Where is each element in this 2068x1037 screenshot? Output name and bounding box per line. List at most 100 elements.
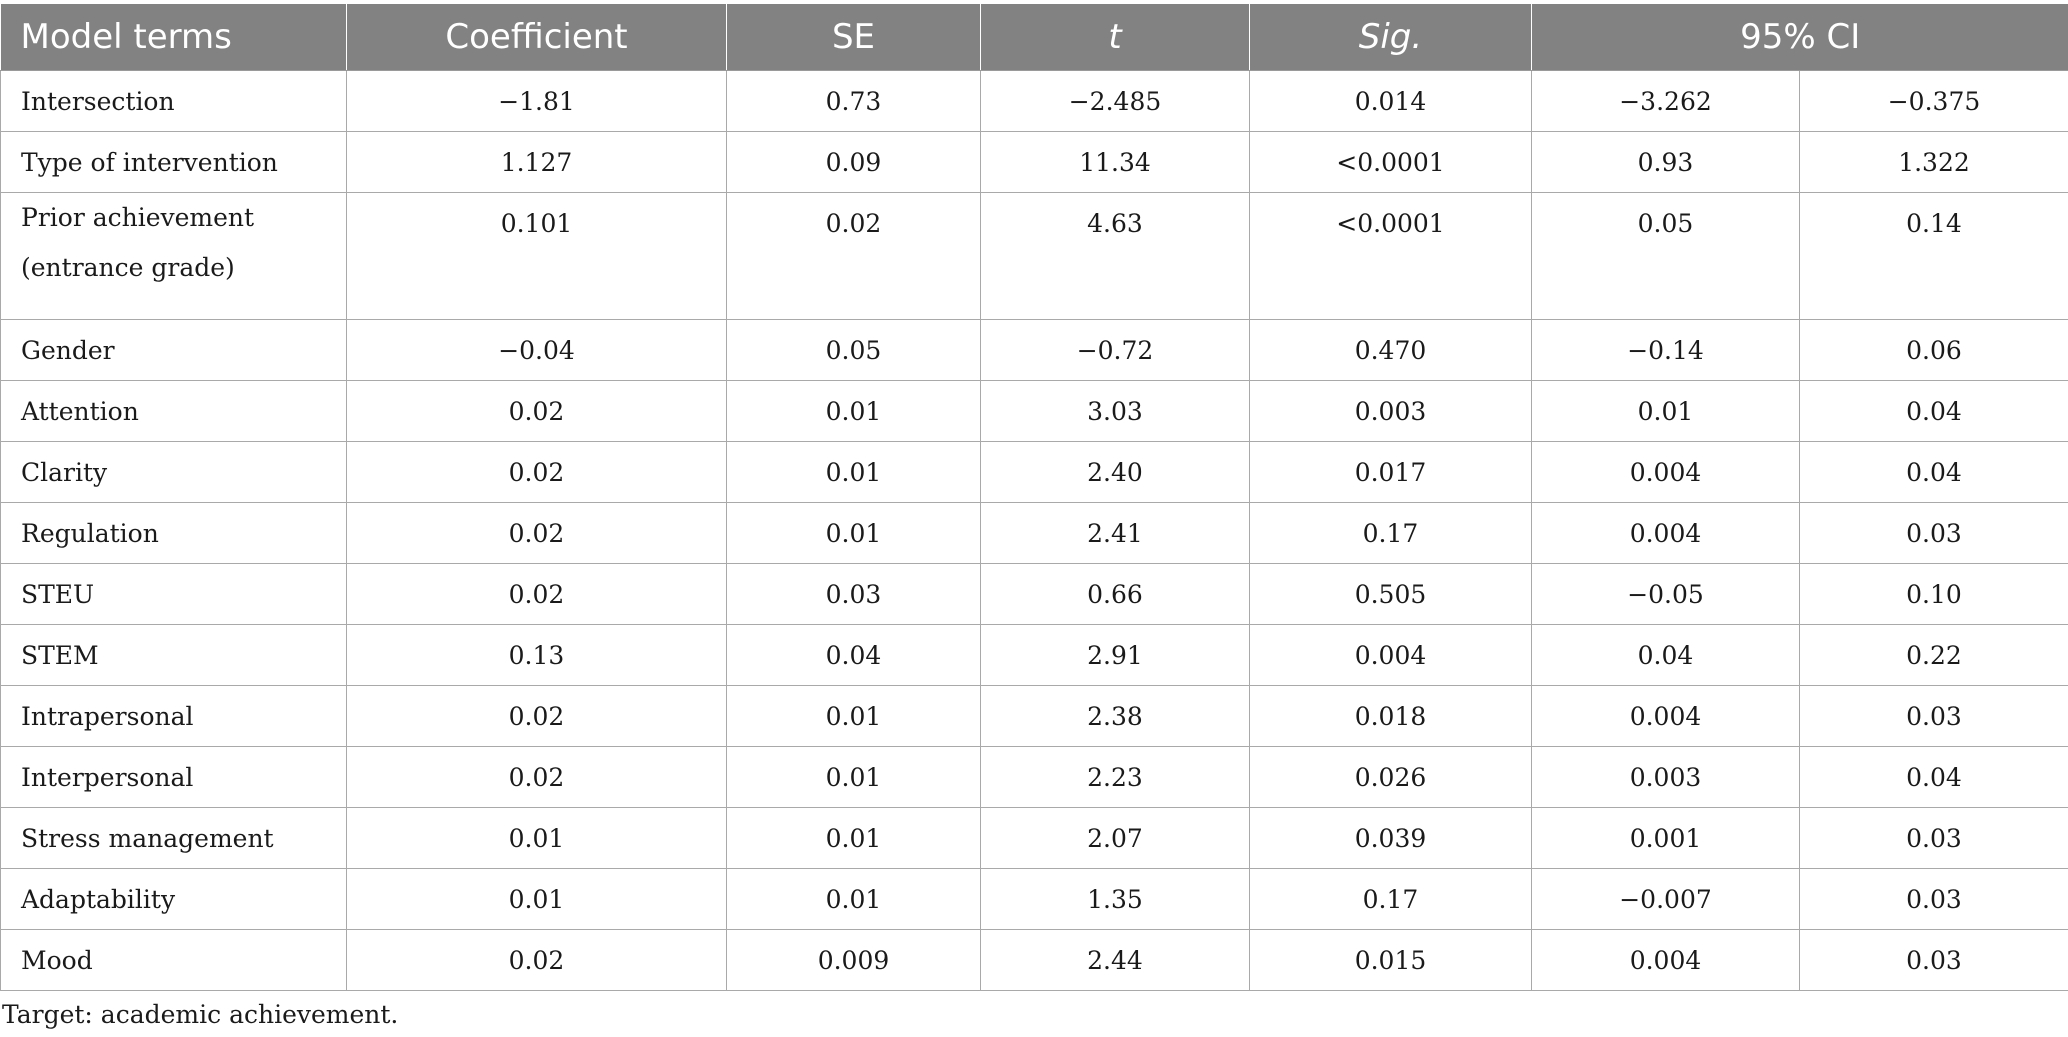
table-row: Attention 0.02 0.01 3.03 0.003 0.01 0.04 [0, 380, 2068, 442]
cell-sig: 0.017 [1249, 441, 1532, 503]
cell-term: Attention [0, 380, 347, 442]
table-row: Type of intervention 1.127 0.09 11.34 <0.000… [0, 131, 2068, 193]
cell-se: 0.03 [726, 563, 981, 625]
cell-ci-lower: 0.004 [1531, 685, 1800, 747]
cell-ci-upper: 0.22 [1799, 624, 2068, 686]
cell-coefficient: 1.127 [346, 131, 727, 193]
cell-t: 1.35 [980, 868, 1250, 930]
cell-ci-upper: 0.04 [1799, 746, 2068, 808]
cell-sig: 0.015 [1249, 929, 1532, 991]
cell-sig: 0.003 [1249, 380, 1532, 442]
table-footnote: Target: academic achievement. [2, 1000, 399, 1029]
cell-term: Gender [0, 319, 347, 381]
cell-ci-lower: −0.05 [1531, 563, 1800, 625]
cell-term: Mood [0, 929, 347, 991]
cell-se: 0.02 [726, 192, 981, 320]
cell-coefficient: 0.02 [346, 380, 727, 442]
cell-se: 0.009 [726, 929, 981, 991]
cell-coefficient: 0.02 [346, 563, 727, 625]
cell-coefficient: 0.02 [346, 746, 727, 808]
table-row: STEM 0.13 0.04 2.91 0.004 0.04 0.22 [0, 624, 2068, 686]
cell-sig: 0.026 [1249, 746, 1532, 808]
cell-sig: 0.004 [1249, 624, 1532, 686]
cell-sig: 0.470 [1249, 319, 1532, 381]
cell-ci-lower: 0.001 [1531, 807, 1800, 869]
header-row: Model terms Coefficient SE t Sig. 95% CI [0, 4, 2068, 71]
regression-table: Model terms Coefficient SE t Sig. 95% CI… [0, 4, 2068, 991]
cell-coefficient: −0.04 [346, 319, 727, 381]
cell-se: 0.73 [726, 70, 981, 132]
cell-ci-upper: 0.03 [1799, 502, 2068, 564]
cell-ci-lower: 0.01 [1531, 380, 1800, 442]
cell-sig: 0.17 [1249, 502, 1532, 564]
cell-ci-lower: 0.93 [1531, 131, 1800, 193]
cell-ci-upper: −0.375 [1799, 70, 2068, 132]
cell-sig: 0.014 [1249, 70, 1532, 132]
header-confidence-interval: 95% CI [1531, 4, 2068, 71]
cell-term: Clarity [0, 441, 347, 503]
cell-coefficient: 0.01 [346, 807, 727, 869]
cell-se: 0.01 [726, 746, 981, 808]
table-row: Stress management 0.01 0.01 2.07 0.039 0.001 0… [0, 807, 2068, 869]
cell-sig: 0.505 [1249, 563, 1532, 625]
cell-sig: <0.0001 [1249, 131, 1532, 193]
cell-t: 2.07 [980, 807, 1250, 869]
cell-t: 0.66 [980, 563, 1250, 625]
cell-ci-upper: 0.03 [1799, 685, 2068, 747]
cell-term: Intrapersonal [0, 685, 347, 747]
cell-ci-upper: 0.04 [1799, 380, 2068, 442]
cell-sig: 0.17 [1249, 868, 1532, 930]
header-model-terms: Model terms [0, 4, 347, 71]
header-t: t [980, 4, 1250, 71]
cell-term: Intersection [0, 70, 347, 132]
cell-ci-lower: 0.05 [1531, 192, 1800, 320]
cell-se: 0.09 [726, 131, 981, 193]
cell-se: 0.01 [726, 685, 981, 747]
cell-sig: 0.039 [1249, 807, 1532, 869]
table-row: Prior achievement (entrance grade) 0.101 0… [0, 192, 2068, 320]
cell-term: Adaptability [0, 868, 347, 930]
cell-ci-lower: 0.004 [1531, 929, 1800, 991]
cell-t: 11.34 [980, 131, 1250, 193]
cell-term: Stress management [0, 807, 347, 869]
cell-ci-lower: −3.262 [1531, 70, 1800, 132]
cell-ci-lower: −0.007 [1531, 868, 1800, 930]
cell-ci-upper: 0.03 [1799, 807, 2068, 869]
cell-ci-lower: 0.004 [1531, 502, 1800, 564]
cell-t: 2.23 [980, 746, 1250, 808]
cell-se: 0.01 [726, 380, 981, 442]
table-row: Adaptability 0.01 0.01 1.35 0.17 −0.007 0.03 [0, 868, 2068, 930]
cell-coefficient: 0.02 [346, 929, 727, 991]
header-sig: Sig. [1249, 4, 1532, 71]
cell-term: Interpersonal [0, 746, 347, 808]
cell-t: −2.485 [980, 70, 1250, 132]
table-row: Mood 0.02 0.009 2.44 0.015 0.004 0.03 [0, 929, 2068, 991]
cell-se: 0.01 [726, 807, 981, 869]
cell-t: 2.38 [980, 685, 1250, 747]
cell-sig: <0.0001 [1249, 192, 1532, 320]
cell-ci-upper: 0.03 [1799, 868, 2068, 930]
cell-se: 0.01 [726, 502, 981, 564]
cell-ci-lower: 0.004 [1531, 441, 1800, 503]
cell-sig: 0.018 [1249, 685, 1532, 747]
cell-term: Type of intervention [0, 131, 347, 193]
cell-t: −0.72 [980, 319, 1250, 381]
cell-coefficient: 0.101 [346, 192, 727, 320]
cell-ci-upper: 0.04 [1799, 441, 2068, 503]
cell-ci-lower: 0.003 [1531, 746, 1800, 808]
table-row: Gender −0.04 0.05 −0.72 0.470 −0.14 0.06 [0, 319, 2068, 381]
table-header: Model terms Coefficient SE t Sig. 95% CI [0, 4, 2068, 71]
table-row: STEU 0.02 0.03 0.66 0.505 −0.05 0.10 [0, 563, 2068, 625]
cell-se: 0.01 [726, 441, 981, 503]
cell-t: 2.40 [980, 441, 1250, 503]
cell-ci-upper: 0.14 [1799, 192, 2068, 320]
cell-coefficient: 0.02 [346, 685, 727, 747]
cell-t: 2.91 [980, 624, 1250, 686]
cell-se: 0.05 [726, 319, 981, 381]
cell-ci-lower: 0.04 [1531, 624, 1800, 686]
cell-ci-lower: −0.14 [1531, 319, 1800, 381]
table-body: Intersection −1.81 0.73 −2.485 0.014 −3.262 −0… [0, 70, 2068, 991]
cell-t: 3.03 [980, 380, 1250, 442]
header-coefficient: Coefficient [346, 4, 727, 71]
cell-term: Regulation [0, 502, 347, 564]
